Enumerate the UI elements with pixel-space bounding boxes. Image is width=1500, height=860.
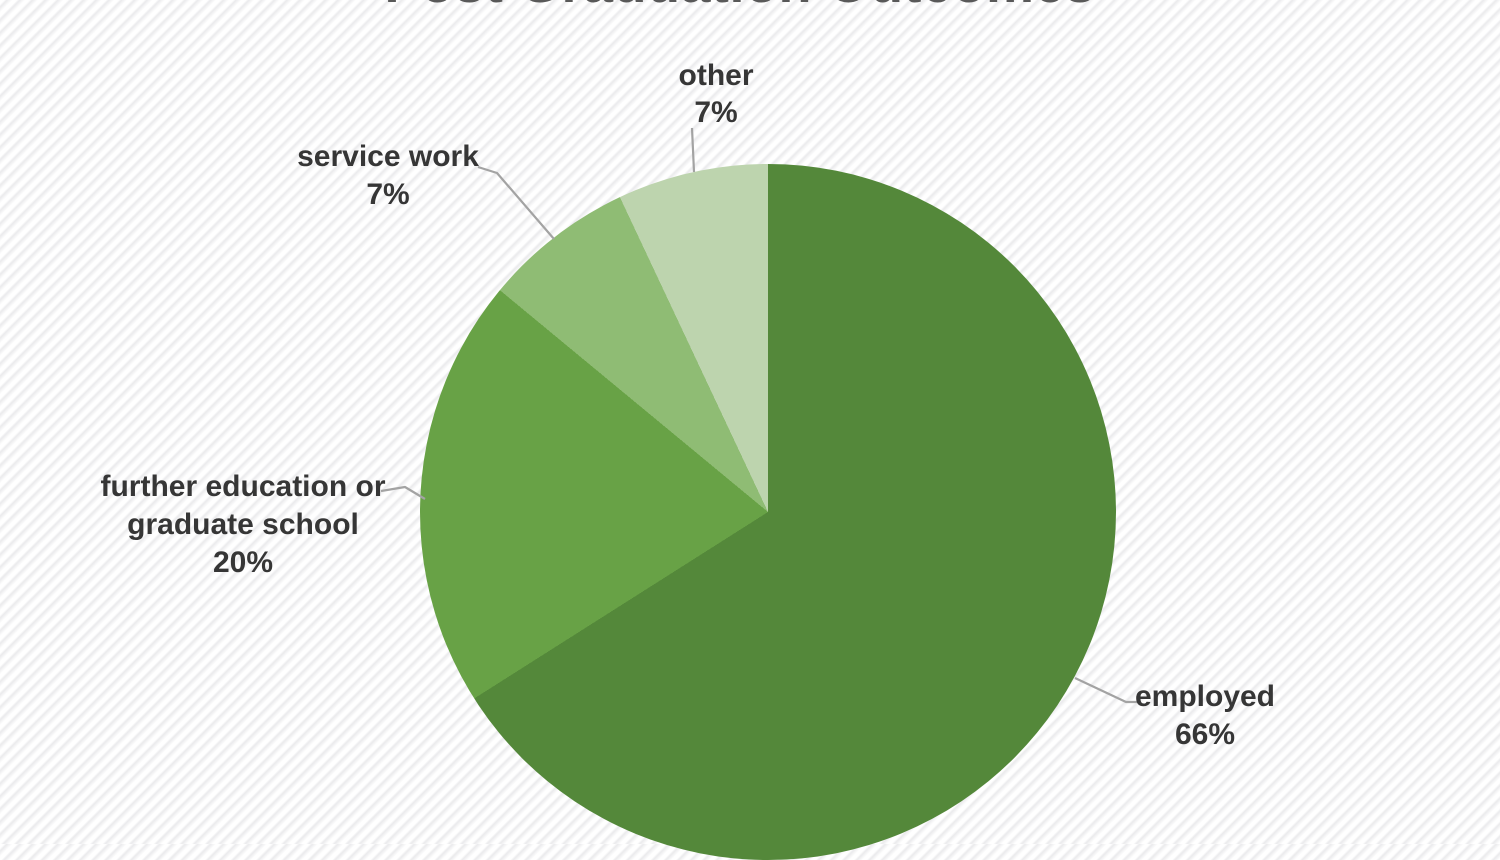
slice-percent: 20% [212,546,274,579]
slice-label: other [678,59,754,92]
slice-label: service work [297,140,479,173]
slice-percent: 7% [694,96,738,129]
callout-further-education: further education or graduate school 20% [73,468,413,582]
callout-service-work: service work 7% [268,138,508,214]
slice-percent: 7% [366,178,410,211]
slice-label: employed [1134,680,1276,713]
slice-percent: 66% [1174,718,1236,751]
chart-title: Post Graduation Outcomes [0,0,1480,15]
slice-label-line1: further education or [100,470,386,503]
callout-other: other 7% [616,57,816,131]
pie-chart [420,164,1116,860]
callout-employed: employed 66% [1085,678,1325,754]
leader-line-other [690,127,696,173]
slice-label-line2: graduate school [127,508,359,541]
